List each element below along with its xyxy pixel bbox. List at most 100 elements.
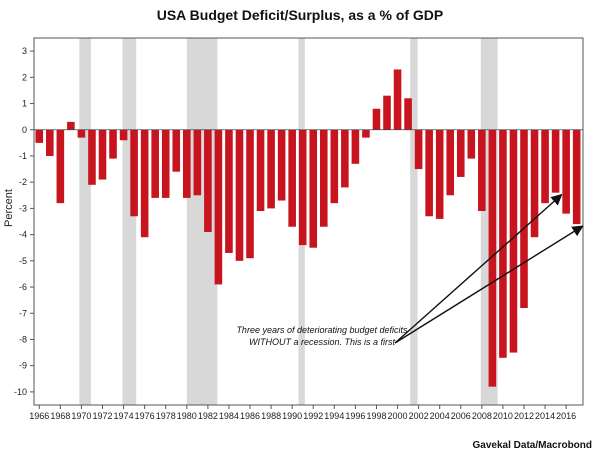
bar [119, 129, 128, 141]
y-tick-label: -4 [19, 230, 27, 240]
x-tick-label: 1970 [71, 411, 91, 421]
bar [435, 129, 444, 219]
bar [425, 129, 433, 217]
bars [35, 69, 581, 387]
bar [98, 129, 107, 180]
recession-band [79, 38, 91, 405]
x-tick-label: 1980 [177, 411, 197, 421]
bar [151, 129, 159, 198]
bar [572, 129, 581, 225]
x-tick-label: 1974 [114, 411, 134, 421]
x-tick-label: 1996 [345, 411, 365, 421]
x-tick-label: 1990 [282, 411, 302, 421]
y-tick-label: 2 [22, 72, 27, 82]
y-tick-label: -6 [19, 282, 27, 292]
bar [330, 129, 339, 204]
bar [225, 129, 233, 253]
bar [109, 129, 117, 159]
bar [456, 129, 465, 177]
x-tick-label: 1972 [92, 411, 112, 421]
bar [383, 95, 391, 130]
source-label: Gavekal Data/Macrobond [473, 440, 592, 451]
bar [56, 129, 65, 204]
annotation-text: WITHOUT a recession. This is a first [249, 337, 396, 347]
bar [288, 129, 296, 227]
y-tick-label: 0 [22, 125, 27, 135]
bar [372, 108, 381, 130]
y-tick-label: -1 [19, 151, 27, 161]
bar [67, 121, 75, 130]
x-tick-label: 2016 [556, 411, 576, 421]
bar [362, 129, 370, 138]
bar [309, 129, 318, 248]
bar [467, 129, 476, 159]
x-tick-label: 1988 [261, 411, 281, 421]
bar [214, 129, 223, 285]
bar [404, 98, 412, 130]
x-tick-label: 1976 [135, 411, 155, 421]
bar [351, 129, 360, 164]
y-tick-label: 1 [22, 99, 27, 109]
bar [246, 129, 254, 259]
x-tick-label: 1982 [198, 411, 218, 421]
bar [88, 129, 96, 185]
bar [499, 129, 507, 358]
y-tick-label: -9 [19, 361, 27, 371]
y-tick-label: -2 [19, 177, 27, 187]
bar [161, 129, 170, 198]
annotation-arrow [394, 193, 563, 344]
bar [235, 129, 244, 261]
annotation-arrow [394, 225, 584, 344]
x-tick-label: 2010 [493, 411, 513, 421]
bar [393, 69, 402, 130]
y-tick-label: -8 [19, 334, 27, 344]
bar [204, 129, 212, 232]
bar [341, 129, 349, 188]
x-tick-label: 2000 [388, 411, 408, 421]
bar [256, 129, 265, 212]
recession-band [410, 38, 418, 405]
bar [478, 129, 486, 212]
y-tick-label: -3 [19, 203, 27, 213]
y-tick-label: -7 [19, 308, 27, 318]
plot-frame [33, 37, 584, 406]
bar [140, 129, 149, 238]
annotation: Three years of deteriorating budget defi… [236, 193, 584, 347]
x-tick-label: 2014 [535, 411, 555, 421]
y-tick-label: 3 [22, 46, 27, 56]
x-tick-label: 1984 [219, 411, 239, 421]
annotation-text: Three years of deteriorating budget defi… [236, 325, 408, 335]
x-tick-label: 2008 [472, 411, 492, 421]
bar [488, 129, 497, 387]
bar [551, 129, 560, 193]
bar [509, 129, 518, 353]
bar [35, 129, 44, 143]
bar [130, 129, 138, 217]
x-tick-label: 1968 [50, 411, 70, 421]
y-tick-label: -10 [14, 387, 27, 397]
recession-band [122, 38, 137, 405]
bar [193, 129, 202, 196]
bar [172, 129, 181, 172]
bar [530, 129, 539, 238]
bar [319, 129, 328, 227]
bar [77, 129, 86, 138]
x-tick-label: 1966 [29, 411, 49, 421]
x-tick-label: 2012 [514, 411, 534, 421]
bar [541, 129, 549, 204]
y-axis-label: Percent [3, 189, 15, 227]
x-tick-label: 2006 [451, 411, 471, 421]
x-tick-label: 1998 [366, 411, 386, 421]
bar [446, 129, 455, 196]
x-tick-label: 1978 [156, 411, 176, 421]
recession-band [186, 38, 218, 405]
bar [182, 129, 191, 198]
bar [562, 129, 570, 214]
x-tick-label: 1994 [324, 411, 344, 421]
x-tick-label: 1986 [240, 411, 260, 421]
bar [520, 129, 528, 309]
bar [298, 129, 307, 246]
